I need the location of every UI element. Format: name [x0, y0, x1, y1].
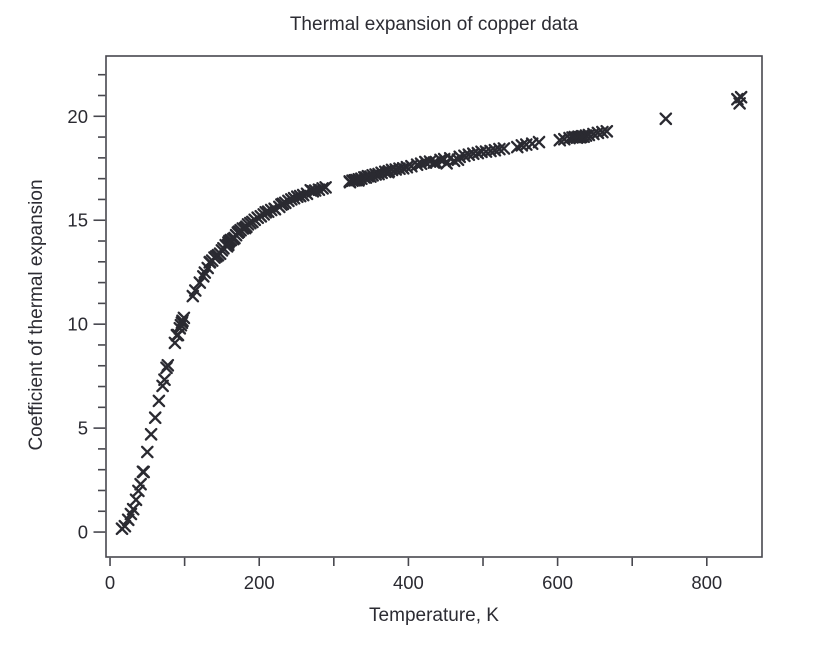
- y-tick-label: 15: [67, 210, 88, 231]
- x-axis-title: Temperature, K: [369, 605, 499, 626]
- data-point-marker: [152, 394, 166, 408]
- data-point-marker: [118, 519, 132, 533]
- data-point-marker: [140, 445, 154, 459]
- data-point-marker: [137, 465, 151, 479]
- plot-frame: [105, 55, 763, 558]
- data-point-marker: [316, 182, 329, 195]
- y-tick-label: 0: [78, 522, 88, 543]
- data-point-marker: [196, 270, 210, 283]
- data-point-marker: [659, 112, 673, 126]
- data-point-marker: [134, 477, 147, 491]
- data-point-marker: [132, 484, 145, 498]
- data-point-marker: [126, 502, 140, 516]
- data-point-marker: [493, 142, 506, 156]
- data-point-marker: [734, 90, 748, 104]
- x-tick-label: 200: [244, 572, 275, 593]
- x-tick-label: 800: [691, 572, 722, 593]
- data-point-marker: [319, 181, 332, 194]
- x-tick-label: 400: [393, 572, 424, 593]
- data-point-marker: [596, 125, 609, 139]
- data-point-marker: [193, 276, 207, 289]
- data-point-marker: [188, 284, 202, 297]
- data-point-marker: [532, 135, 546, 149]
- data-point-marker: [148, 411, 162, 425]
- chart-title: Thermal expansion of copper data: [289, 14, 579, 35]
- data-point-marker: [378, 165, 392, 179]
- data-point-marker: [251, 211, 265, 225]
- y-tick-label: 10: [67, 314, 88, 335]
- data-point-marker: [296, 188, 310, 202]
- data-point-marker: [264, 203, 278, 217]
- data-point-marker: [312, 183, 326, 197]
- y-tick-label: 20: [67, 106, 88, 127]
- data-point-marker: [497, 142, 511, 155]
- data-point-marker: [161, 358, 175, 372]
- data-point-marker: [177, 311, 191, 325]
- x-tick-label: 0: [105, 572, 115, 593]
- y-tick-label: 5: [78, 418, 88, 439]
- data-point-marker: [158, 373, 171, 387]
- data-point-marker: [427, 156, 441, 169]
- x-tick-label: 600: [542, 572, 573, 593]
- data-point-marker: [515, 139, 529, 152]
- data-point-marker: [144, 427, 158, 441]
- data-point-marker: [293, 189, 307, 203]
- data-point-marker: [600, 124, 614, 138]
- data-point-marker: [308, 184, 322, 197]
